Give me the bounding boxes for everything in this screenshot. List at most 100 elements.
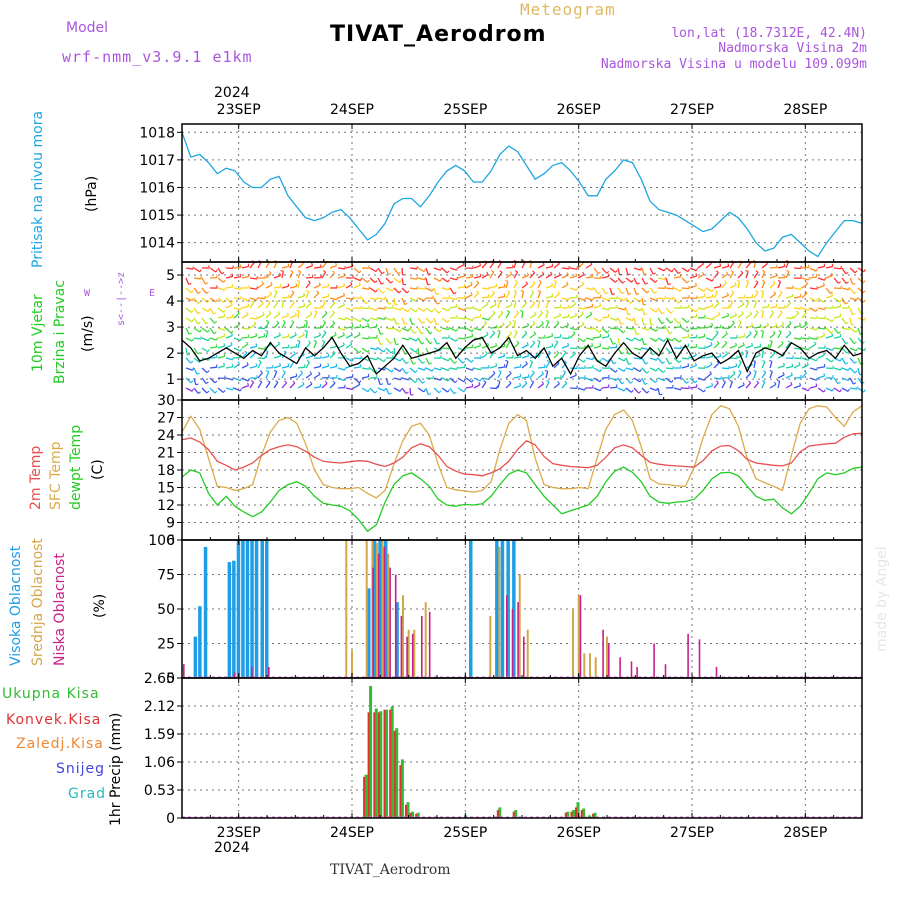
wind-barb-tick bbox=[599, 358, 602, 362]
wind-barb-tick bbox=[222, 389, 226, 393]
wind-barb bbox=[625, 337, 633, 342]
wind-barb-tick bbox=[408, 376, 411, 380]
wind-barb-tick bbox=[207, 308, 210, 312]
wind-barb-tick bbox=[207, 329, 210, 333]
wind-barb-tick bbox=[621, 381, 625, 385]
pressure-unit: (hPa) bbox=[84, 175, 100, 212]
wind-barb-tick bbox=[621, 352, 625, 355]
wind-barb bbox=[521, 261, 526, 269]
wind-barb bbox=[241, 327, 250, 330]
wind-barb-tick bbox=[270, 281, 273, 285]
wind-barb bbox=[593, 287, 599, 295]
cloud-high-bar bbox=[512, 540, 516, 678]
wind-barb bbox=[657, 317, 663, 325]
wind-barb-tick bbox=[731, 290, 735, 293]
wind-barb bbox=[689, 315, 697, 319]
wind-barb-tick bbox=[239, 388, 243, 392]
y-tick-label: 1015 bbox=[139, 208, 175, 224]
wind-barb bbox=[521, 283, 528, 289]
wind-barb bbox=[361, 376, 369, 379]
wind-barb-tick bbox=[839, 313, 842, 317]
wind-barb-tick bbox=[197, 301, 201, 305]
wind-barb bbox=[721, 265, 729, 269]
wind-barb bbox=[193, 357, 200, 363]
wind-barb bbox=[225, 387, 233, 391]
wind-barb-tick bbox=[779, 290, 783, 293]
wind-barb bbox=[321, 312, 328, 319]
wind-barb bbox=[409, 327, 415, 334]
wind-barb-tick bbox=[538, 280, 542, 283]
wind-barb-tick bbox=[599, 387, 603, 391]
cloud-low-bar bbox=[428, 611, 431, 678]
wind-barb bbox=[785, 332, 792, 339]
wind-barb bbox=[841, 347, 848, 354]
wind-barb bbox=[633, 387, 640, 394]
wind-barb-tick bbox=[414, 380, 418, 384]
wind-barb-tick bbox=[613, 361, 617, 365]
wind-barb bbox=[313, 311, 318, 319]
wind-barb-tick bbox=[463, 283, 466, 287]
temp-dew-label: dewpt Temp bbox=[68, 424, 84, 510]
wind-barb bbox=[753, 311, 759, 319]
wind-barb-tick bbox=[396, 322, 400, 325]
wind-barb-tick bbox=[526, 272, 529, 276]
wind-barb-tick bbox=[479, 378, 483, 382]
wind-barb-tick bbox=[855, 348, 859, 352]
wind-barb-tick bbox=[247, 263, 250, 267]
wind-barb-tick bbox=[790, 372, 793, 376]
wind-barb bbox=[841, 277, 847, 284]
wind-barb bbox=[353, 383, 361, 389]
wind-barb bbox=[601, 287, 607, 295]
wind-barb-tick bbox=[719, 353, 722, 357]
wind-barb bbox=[665, 287, 674, 290]
wind-barb bbox=[497, 366, 506, 369]
wind-barb-tick bbox=[591, 378, 595, 382]
cloud-low-bar bbox=[268, 667, 270, 678]
wind-barb bbox=[777, 381, 781, 389]
wind-barb-tick bbox=[831, 319, 834, 322]
wind-west: W bbox=[84, 288, 91, 299]
wind-barb-tick bbox=[246, 362, 249, 366]
wind-barb-tick bbox=[388, 273, 392, 276]
wind-barb bbox=[641, 287, 648, 294]
wind-barb-tick bbox=[480, 366, 483, 370]
wind-barb-tick bbox=[391, 369, 394, 373]
wind-barb bbox=[817, 297, 824, 303]
wind-barb bbox=[305, 321, 308, 329]
wind-barb-tick bbox=[295, 283, 298, 287]
wind-barb bbox=[505, 361, 509, 369]
wind-barb-tick bbox=[627, 313, 631, 316]
temp-2m-line bbox=[181, 432, 863, 477]
wind-barb-tick bbox=[495, 363, 498, 367]
wind-barb-tick bbox=[786, 269, 790, 273]
wind-barb bbox=[617, 307, 625, 311]
wind-barb-tick bbox=[507, 290, 511, 293]
x-tick-label-bottom: 26SEP bbox=[557, 825, 601, 841]
wind-barb-tick bbox=[399, 329, 402, 333]
wind-barb bbox=[249, 381, 255, 389]
wind-barb-tick bbox=[864, 347, 867, 351]
wind-barb-tick bbox=[479, 313, 482, 317]
cloud-high-bar bbox=[254, 540, 259, 678]
wind-barb-tick bbox=[753, 299, 757, 302]
wind-barb bbox=[609, 287, 613, 295]
wind-barb bbox=[305, 313, 313, 319]
wind-barb-tick bbox=[196, 372, 200, 375]
wind-barb bbox=[417, 347, 420, 356]
wind-barb-tick bbox=[716, 340, 720, 344]
wind-barb bbox=[689, 275, 697, 279]
wind-barb bbox=[833, 277, 840, 284]
wind-barb bbox=[409, 287, 418, 290]
wind-barb-tick bbox=[631, 389, 634, 393]
wind-barb-tick bbox=[815, 268, 818, 272]
wind-barb bbox=[505, 311, 511, 319]
wind-barb bbox=[705, 262, 712, 269]
wind-barb-tick bbox=[751, 322, 754, 326]
temp-unit: (C) bbox=[90, 459, 106, 480]
wind-barb bbox=[665, 297, 674, 300]
wind-barb-tick bbox=[206, 291, 209, 294]
x-tick-label-bottom: 27SEP bbox=[670, 825, 714, 841]
wind-barb bbox=[241, 265, 249, 269]
wind-barb bbox=[353, 284, 361, 289]
wind-barb-tick bbox=[839, 303, 842, 307]
